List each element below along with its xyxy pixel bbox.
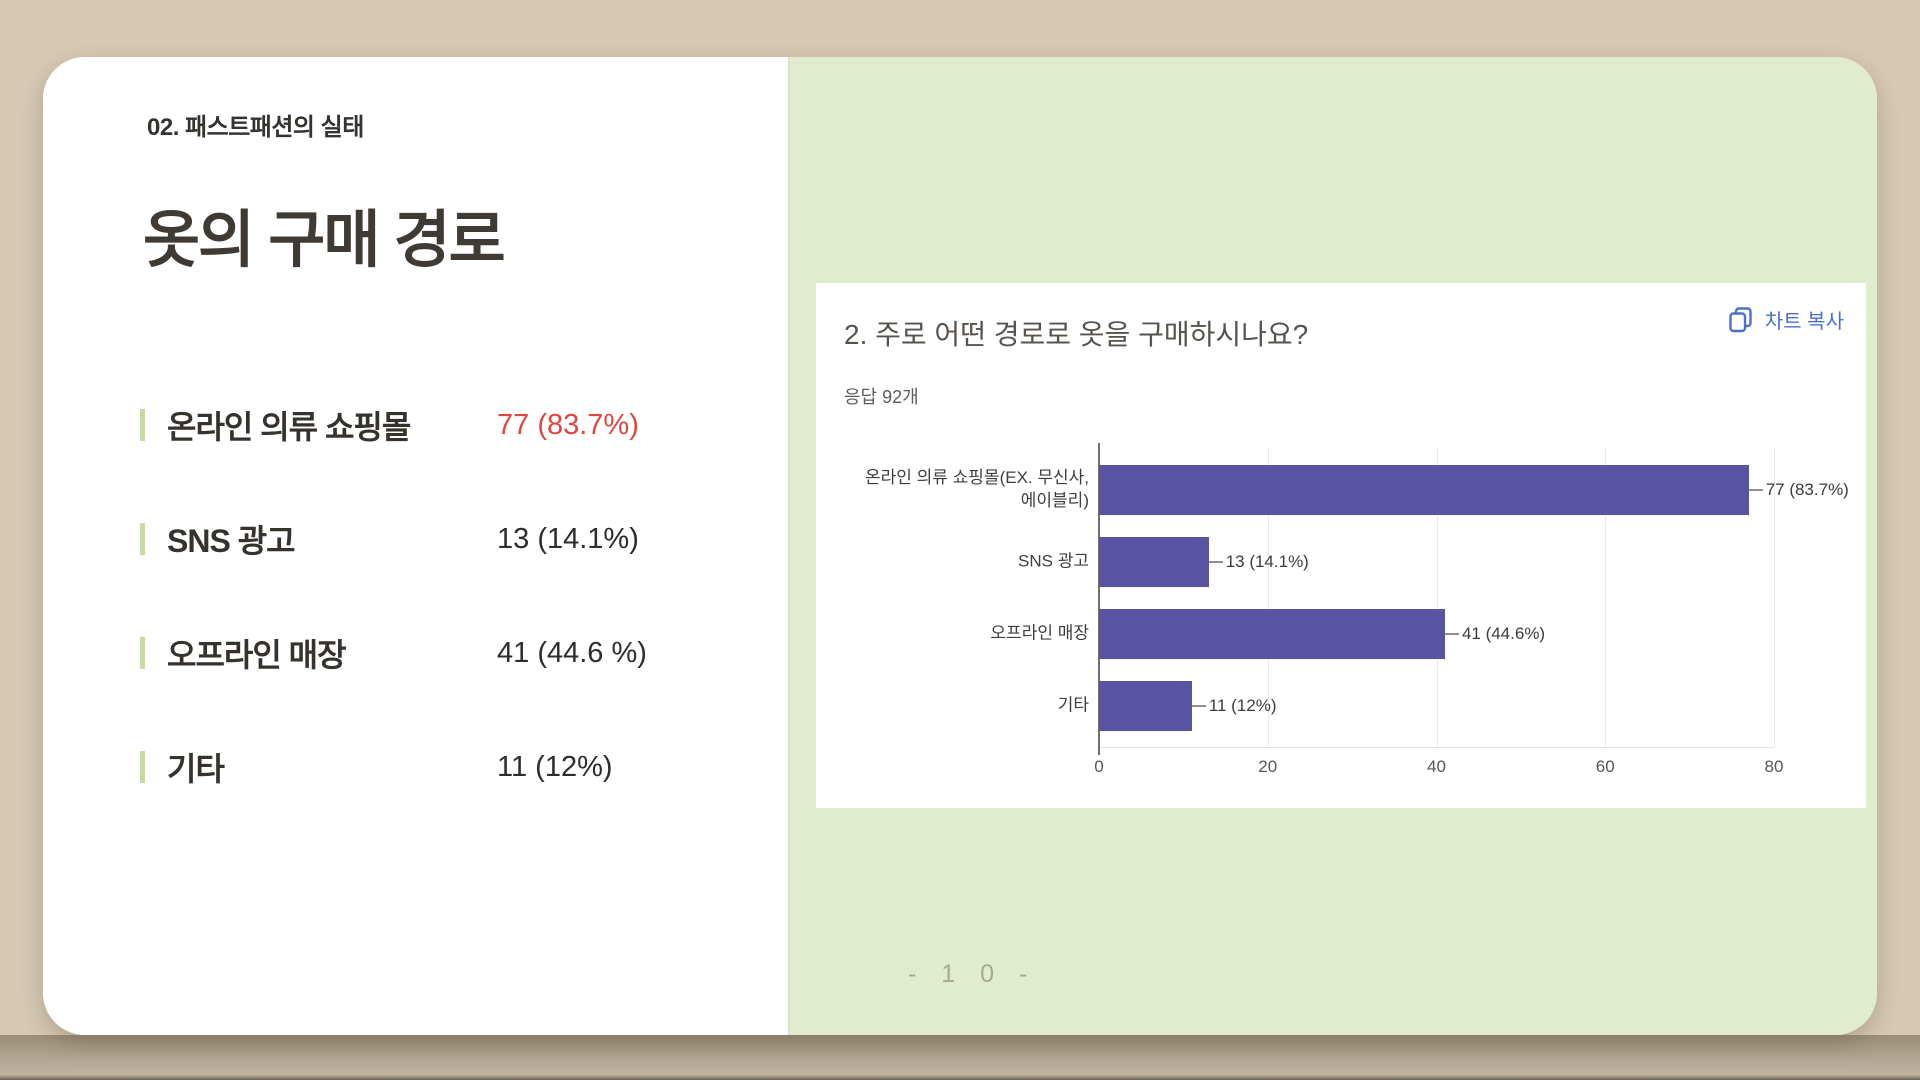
value-group: 13 (14.1%): [1208, 552, 1309, 572]
value-connector: [1748, 489, 1763, 491]
stats-list: 온라인 의류 쇼핑몰 77 (83.7%) SNS 광고 13 (14.1%) …: [140, 387, 740, 843]
value-connector: [1208, 561, 1223, 563]
slide-left-panel: 02. 패스트패션의 실태 옷의 구매 경로 온라인 의류 쇼핑몰 77 (83…: [43, 57, 788, 1035]
page-number: - 1 0 -: [908, 960, 1037, 988]
bar: [1099, 681, 1192, 731]
list-item: 기타 11 (12%): [140, 729, 740, 805]
bar: [1099, 537, 1209, 587]
bar-row: SNS 광고 13 (14.1%): [1018, 526, 1774, 598]
bar: [1099, 465, 1749, 515]
x-tick-label: 0: [1094, 757, 1104, 776]
value-group: 11 (12%): [1191, 696, 1277, 716]
gridline: [1267, 448, 1269, 747]
stat-label: 온라인 의류 쇼핑몰: [167, 409, 411, 445]
stat-value: 41 (44.6 %): [497, 636, 647, 669]
stat-value: 77 (83.7%): [497, 408, 639, 441]
bar-value-label: 11 (12%): [1208, 696, 1277, 715]
bar-rows: 온라인 의류 쇼핑몰(EX. 무신사, 에이블리) 77 (83.7%) SNS…: [865, 454, 1849, 742]
list-tick-icon: [140, 523, 145, 555]
section-eyebrow: 02. 패스트패션의 실태: [147, 114, 364, 141]
x-tick-label: 80: [1764, 757, 1784, 776]
list-item: SNS 광고 13 (14.1%): [140, 501, 740, 577]
desk-shadow: [0, 1035, 1920, 1080]
category-label: 기타: [1057, 695, 1089, 715]
stat-value: 13 (14.1%): [497, 522, 639, 555]
stat-value: 11 (12%): [497, 750, 613, 783]
responses-count: 응답 92개: [844, 387, 919, 407]
list-item: 온라인 의류 쇼핑몰 77 (83.7%): [140, 387, 740, 463]
gridline: [1605, 448, 1607, 747]
bar-value-label: 77 (83.7%): [1765, 480, 1849, 499]
list-tick-icon: [140, 409, 145, 441]
list-tick-icon: [140, 751, 145, 783]
bar-row: 기타 11 (12%): [1058, 670, 1774, 742]
bar-value-label: 13 (14.1%): [1225, 552, 1309, 571]
value-group: 41 (44.6%): [1444, 624, 1546, 644]
bar-row: 오프라인 매장 41 (44.6%): [990, 598, 1774, 670]
copy-icon: [1727, 306, 1754, 333]
stat-label: 기타: [167, 751, 225, 787]
category-label: SNS 광고: [1018, 551, 1089, 571]
bar-row: 온라인 의류 쇼핑몰(EX. 무신사, 에이블리) 77 (83.7%): [865, 454, 1849, 526]
value-connector: [1191, 705, 1206, 707]
value-group: 77 (83.7%): [1748, 480, 1849, 500]
x-tick-label: 60: [1595, 757, 1615, 776]
category-label: 오프라인 매장: [990, 623, 1089, 643]
chart-question-title: 2. 주로 어떤 경로로 옷을 구매하시나요?: [844, 319, 1309, 350]
copy-chart-button[interactable]: 차트 복사: [1727, 305, 1844, 334]
stat-label: SNS 광고: [167, 523, 296, 559]
survey-chart-card: 2. 주로 어떤 경로로 옷을 구매하시나요? 차트 복사 응답 92개: [816, 283, 1866, 808]
list-item: 오프라인 매장 41 (44.6 %): [140, 615, 740, 691]
gridline: [1436, 448, 1438, 747]
slide-right-panel: 2. 주로 어떤 경로로 옷을 구매하시나요? 차트 복사 응답 92개: [788, 57, 1877, 1035]
category-label: 온라인 의류 쇼핑몰(EX. 무신사, 에이블리): [865, 468, 1089, 510]
gridline: [1774, 448, 1775, 747]
slide-title: 옷의 구매 경로: [143, 206, 506, 275]
value-connector: [1444, 633, 1459, 635]
x-tick-label: 40: [1427, 757, 1446, 776]
copy-chart-label: 차트 복사: [1764, 311, 1844, 333]
slide-card: 02. 패스트패션의 실태 옷의 구매 경로 온라인 의류 쇼핑몰 77 (83…: [43, 57, 1877, 1035]
x-axis-ticks: 0 20 40 60 80: [1094, 747, 1783, 777]
bar-value-label: 41 (44.6%): [1461, 624, 1546, 643]
list-tick-icon: [140, 637, 145, 669]
stat-label: 오프라인 매장: [167, 637, 347, 673]
x-tick-label: 20: [1258, 757, 1278, 776]
bar: [1099, 609, 1445, 659]
bar-chart-plot: 온라인 의류 쇼핑몰(EX. 무신사, 에이블리) 77 (83.7%) SNS…: [865, 443, 1849, 776]
y-axis-line: [1098, 443, 1100, 755]
